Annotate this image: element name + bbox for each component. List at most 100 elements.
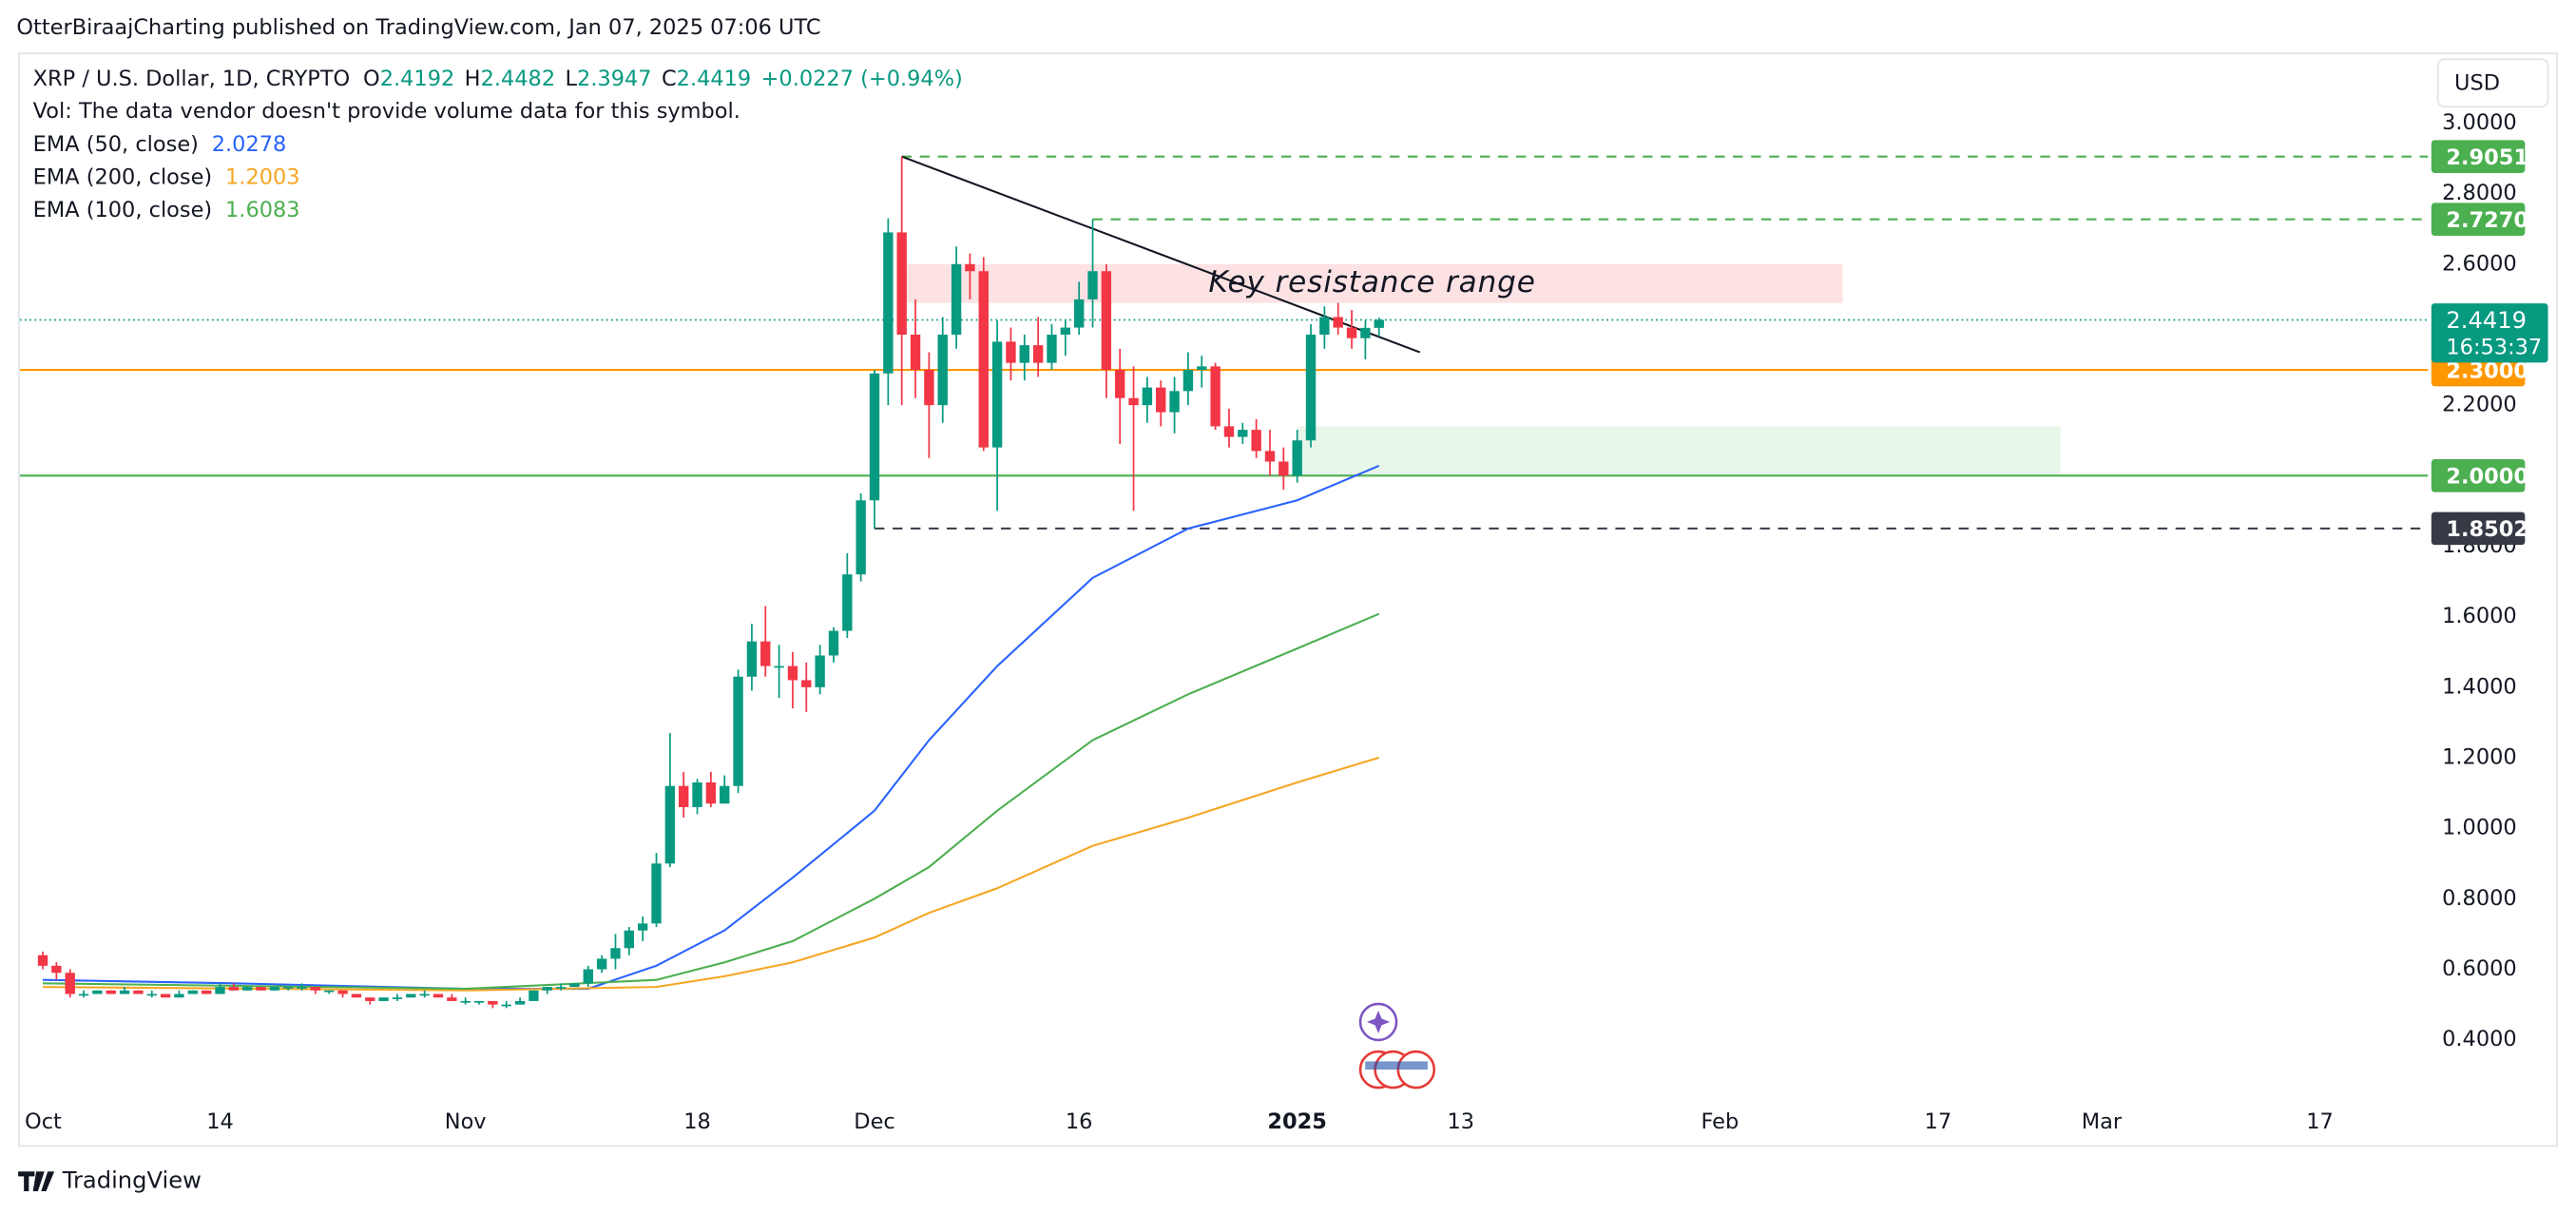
candle-body — [514, 1000, 526, 1005]
candle-body — [1032, 345, 1044, 363]
candle-body — [1251, 430, 1261, 452]
ema-legend: EMA (50, close) 2.0278 — [33, 132, 287, 157]
candle-body — [201, 990, 212, 994]
currency-button[interactable] — [2436, 58, 2549, 108]
resistance-zone — [901, 263, 1843, 303]
candle-body — [529, 990, 539, 1001]
candle-body — [569, 983, 580, 988]
candle-body — [51, 965, 62, 974]
x-tick-label: 13 — [1448, 1109, 1475, 1134]
x-tick-label: 2025 — [1267, 1109, 1327, 1134]
candle-body — [1346, 327, 1357, 338]
candle-body — [869, 373, 880, 501]
countdown: 16:53:37 — [2446, 335, 2542, 359]
x-tick-label: Dec — [854, 1109, 894, 1134]
level-label-box — [2431, 140, 2526, 173]
candle-body — [855, 500, 866, 575]
candle-body — [555, 987, 567, 989]
candle-body — [174, 993, 184, 998]
candle-body — [1087, 271, 1098, 299]
candle-body — [965, 263, 975, 272]
flag-stripe — [1365, 1061, 1428, 1070]
candle-body — [406, 993, 416, 998]
candle-body — [187, 990, 198, 994]
candle-body — [815, 655, 825, 687]
candle-body — [119, 990, 130, 994]
candle-body — [337, 990, 348, 994]
candle-body — [1182, 370, 1194, 392]
y-tick-label: 2.6000 — [2442, 251, 2517, 276]
candle-body — [460, 1000, 471, 1003]
ema-legend: EMA (100, close) 1.6083 — [33, 198, 300, 222]
ema-legend-value: 1.6083 — [225, 198, 300, 222]
level-label-box — [2431, 459, 2526, 492]
candle-body — [78, 993, 89, 996]
candle-body — [664, 785, 676, 864]
x-tick-label: Oct — [25, 1109, 62, 1134]
candle-body — [488, 1000, 498, 1005]
x-tick-label: 17 — [2306, 1109, 2334, 1134]
candle-body — [801, 680, 812, 687]
y-tick-label: 1.0000 — [2442, 816, 2517, 840]
change: +0.0227 (+0.94%) — [761, 66, 963, 90]
candle-body — [910, 334, 921, 371]
candle-body — [242, 987, 253, 991]
zone-label: Key resistance range — [1208, 265, 1535, 299]
x-tick-label: Feb — [1701, 1109, 1739, 1134]
candle-body — [1360, 327, 1371, 338]
candle-body — [760, 641, 771, 666]
level-label-box — [2431, 202, 2526, 236]
candle-body — [1115, 370, 1125, 398]
candle-body — [1169, 391, 1180, 413]
tv-logo — [18, 1171, 55, 1191]
level-label: 2.9051 — [2446, 145, 2528, 170]
candle-body — [1264, 451, 1276, 462]
volume-note: Vol: The data vendor doesn't provide vol… — [33, 99, 740, 124]
candle-body — [774, 665, 784, 668]
events — [1358, 1002, 1436, 1090]
candle-body — [283, 987, 294, 989]
event-star — [1366, 1010, 1391, 1034]
candle-body — [351, 993, 362, 998]
chart-frame — [18, 52, 2558, 1148]
candle-body — [419, 993, 430, 996]
candle-body — [720, 785, 730, 804]
currency[interactable]: USD — [2454, 71, 2500, 96]
c-letter: C — [662, 66, 677, 90]
ema-legend-name: EMA (200, close) — [33, 164, 213, 189]
attribution: OtterBiraajCharting published on Trading… — [16, 15, 820, 40]
price-label: 2.4419 — [2446, 307, 2527, 334]
x-tick-label: Nov — [445, 1109, 487, 1134]
high-value: 2.4482 — [481, 66, 556, 90]
candle-body — [679, 785, 689, 807]
candle-body — [1333, 317, 1343, 328]
candle-body — [896, 232, 907, 335]
plot-area: Key resistance range — [19, 155, 2429, 1009]
candle-body — [433, 993, 444, 998]
candle-body — [447, 997, 457, 1001]
candle-body — [37, 955, 48, 966]
ema-legend: EMA (200, close) 1.2003 — [33, 164, 300, 189]
l-letter: L — [566, 66, 578, 90]
ema-legend-value: 1.2003 — [225, 164, 300, 189]
y-tick-label: 1.6000 — [2442, 604, 2517, 628]
candle-body — [365, 997, 375, 1001]
low-value: 2.3947 — [577, 66, 652, 90]
candle-body — [828, 630, 839, 656]
candle-body — [215, 987, 225, 994]
candle-body — [269, 987, 280, 991]
level-label: 2.0000 — [2446, 465, 2528, 490]
level-label-box — [2431, 511, 2526, 546]
candle-body — [583, 969, 593, 984]
candle-body — [746, 641, 758, 677]
footer: TradingView — [62, 1167, 202, 1194]
candle-body — [501, 1004, 511, 1007]
level-label: 2.7270 — [2446, 208, 2528, 233]
candle-body — [310, 987, 321, 991]
candle-body — [1006, 341, 1016, 363]
candle-body — [1047, 334, 1057, 363]
candle-body — [1238, 430, 1248, 437]
candle-body — [991, 341, 1003, 448]
candle-body — [1128, 397, 1139, 406]
